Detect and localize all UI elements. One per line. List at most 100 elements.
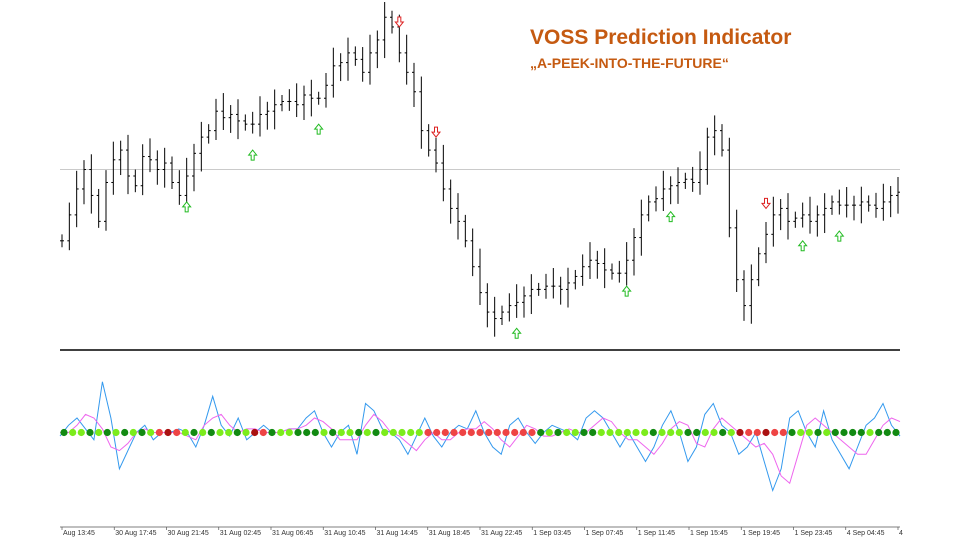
state-dot — [320, 428, 328, 437]
state-dot — [285, 428, 293, 437]
state-dot — [658, 428, 666, 437]
up-arrow-icon — [621, 285, 632, 297]
state-dot — [242, 428, 250, 437]
x-tick-label: 31 Aug 14:45 — [377, 530, 418, 537]
x-axis: Aug 13:45 30 Aug 17:45 30 Aug 21:45 31 Aug … — [61, 527, 903, 537]
state-dot — [424, 428, 432, 437]
state-dot — [407, 428, 415, 437]
state-dot — [441, 428, 449, 437]
state-dot — [675, 428, 683, 437]
voss-line — [59, 381, 901, 493]
state-dot — [173, 428, 181, 437]
state-dot — [779, 428, 787, 437]
state-dot — [545, 428, 553, 437]
state-dot — [693, 428, 701, 437]
x-tick-label: 31 Aug 06:45 — [272, 530, 313, 537]
state-dot — [112, 428, 120, 437]
state-dot — [883, 428, 891, 437]
state-dot — [727, 428, 735, 437]
state-dot — [805, 428, 813, 437]
state-dot — [849, 428, 857, 437]
state-dot — [95, 428, 103, 437]
x-tick-label: 4 — [899, 530, 903, 537]
state-dot — [511, 428, 519, 437]
x-tick-label: 31 Aug 10:45 — [324, 530, 365, 537]
x-tick-label: 30 Aug 21:45 — [168, 530, 209, 537]
state-dot — [580, 428, 588, 437]
state-dot — [225, 428, 233, 437]
state-dot — [840, 428, 848, 437]
x-tick-label: 1 Sep 23:45 — [795, 530, 833, 537]
state-dot — [337, 428, 345, 437]
state-dot — [450, 428, 458, 437]
x-tick-label: 1 Sep 03:45 — [533, 530, 571, 537]
state-dot — [268, 428, 276, 437]
state-dot — [329, 428, 337, 437]
state-dot — [389, 428, 397, 437]
state-dot — [875, 428, 883, 437]
state-dot — [667, 428, 675, 437]
state-dot — [77, 428, 85, 437]
state-dot — [233, 428, 241, 437]
state-dot — [745, 428, 753, 437]
state-dot — [207, 428, 215, 437]
state-dot — [771, 428, 779, 437]
state-dot — [649, 428, 657, 437]
state-dot — [103, 428, 111, 437]
up-arrow-icon — [181, 201, 192, 213]
x-tick-label: 31 Aug 18:45 — [429, 530, 470, 537]
up-arrow-icon — [834, 230, 845, 242]
state-dot — [537, 428, 545, 437]
state-dot — [606, 428, 614, 437]
x-tick-label: 30 Aug 17:45 — [115, 530, 156, 537]
up-arrow-icon — [665, 210, 676, 223]
state-dot — [684, 428, 692, 437]
state-dot — [701, 428, 709, 437]
state-dot — [155, 428, 163, 437]
indicator-panel — [59, 381, 901, 493]
state-dot — [190, 428, 198, 437]
state-dot — [814, 428, 822, 437]
state-dot — [597, 428, 605, 437]
chart-title: VOSS Prediction Indicator — [530, 26, 792, 49]
x-tick-label: 31 Aug 22:45 — [481, 530, 522, 537]
state-dot — [129, 428, 137, 437]
x-tick-label: 1 Sep 15:45 — [690, 530, 728, 537]
state-dot — [277, 428, 285, 437]
state-dot — [563, 428, 571, 437]
up-arrow-icon — [797, 239, 808, 252]
down-arrow-icon — [760, 197, 772, 210]
state-dot — [294, 428, 302, 437]
state-dot — [363, 428, 371, 437]
state-dot — [60, 428, 68, 437]
state-dot — [86, 428, 94, 437]
state-dot — [797, 428, 805, 437]
state-dot — [623, 428, 631, 437]
state-dot — [216, 428, 224, 437]
state-dot — [355, 428, 363, 437]
state-dot — [892, 428, 900, 437]
filter-line — [60, 413, 901, 485]
state-dot — [528, 428, 536, 437]
price-panel — [60, 2, 900, 339]
state-dot — [164, 428, 172, 437]
state-dot — [311, 428, 319, 437]
state-dot — [415, 428, 423, 437]
state-dot — [502, 428, 510, 437]
state-dot — [519, 428, 527, 437]
state-dot — [398, 428, 406, 437]
state-dot — [753, 428, 761, 437]
state-dot — [303, 428, 311, 437]
down-arrow-icon — [430, 126, 442, 138]
state-dot — [69, 428, 77, 437]
x-tick-label: 1 Sep 19:45 — [742, 530, 780, 537]
state-dot — [719, 428, 727, 437]
state-dot — [433, 428, 441, 437]
state-dot — [199, 428, 207, 437]
state-dot — [381, 428, 389, 437]
chart-subtitle: „A-PEEK-INTO-THE-FUTURE“ — [530, 55, 729, 71]
state-dot — [251, 428, 259, 437]
up-arrow-icon — [511, 327, 522, 339]
state-dot — [615, 428, 623, 437]
